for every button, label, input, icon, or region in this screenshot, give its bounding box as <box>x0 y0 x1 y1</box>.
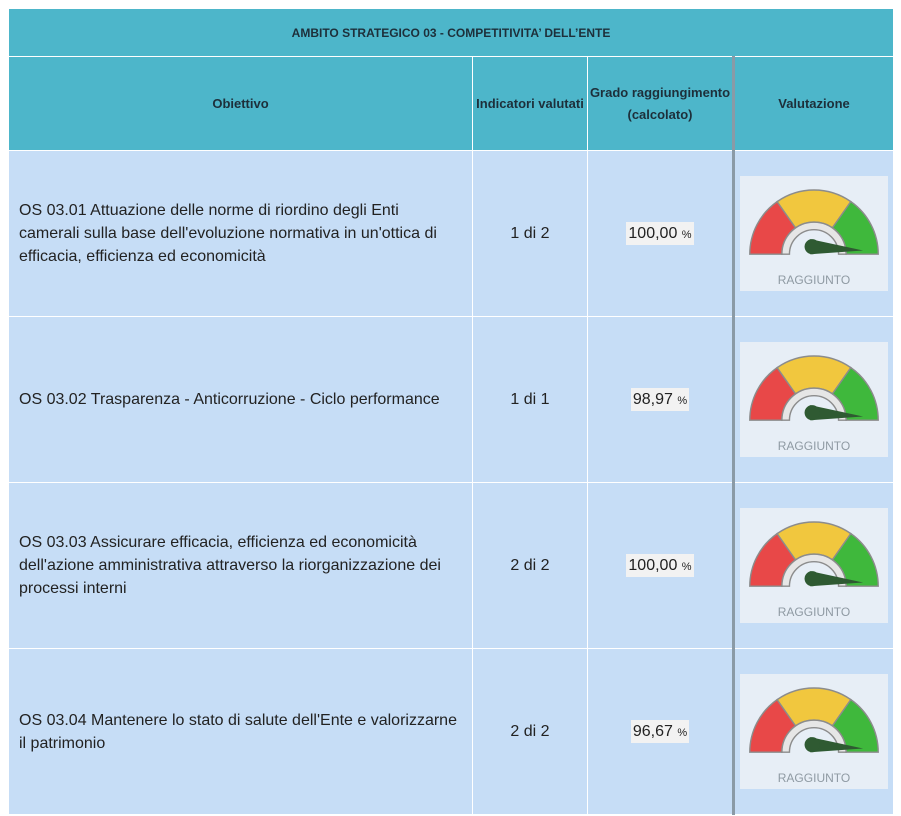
objective-cell: OS 03.04 Mantenere lo stato di salute de… <box>8 648 473 815</box>
grade-value: 100,00 <box>628 224 678 242</box>
evaluation-cell: RAGGIUNTO <box>731 316 895 483</box>
grade-cell: 98,97 % <box>587 316 734 483</box>
grade-cell: 100,00 % <box>587 482 734 649</box>
grade-unit: % <box>677 394 688 407</box>
status-label: RAGGIUNTO <box>777 273 851 287</box>
gauge: RAGGIUNTO <box>740 674 888 789</box>
evaluation-cell: RAGGIUNTO <box>731 482 895 649</box>
evaluation-cell: RAGGIUNTO <box>731 150 895 317</box>
table-title: AMBITO STRATEGICO 03 - COMPETITIVITA’ DE… <box>7 8 895 57</box>
grade-unit: % <box>681 560 692 573</box>
grade-box: 100,00 % <box>626 221 694 245</box>
objective-cell: OS 03.01 Attuazione delle norme di riord… <box>8 150 473 317</box>
objective-cell: OS 03.03 Assicurare efficacia, efficienz… <box>8 482 473 649</box>
gauge-icon <box>749 521 879 587</box>
grade-value: 100,00 <box>628 556 678 574</box>
objective-row: OS 03.02 Trasparenza - Anticorruzione - … <box>8 316 895 483</box>
status-label: RAGGIUNTO <box>777 771 851 785</box>
grade-box: 98,97 % <box>630 387 690 411</box>
column-header: Obiettivo <box>8 56 473 151</box>
gauge-icon <box>749 355 879 421</box>
column-header: Indicatori valutati <box>472 56 588 151</box>
gauge: RAGGIUNTO <box>740 342 888 457</box>
gauge: RAGGIUNTO <box>740 508 888 623</box>
status-label: RAGGIUNTO <box>777 439 851 453</box>
grade-box: 100,00 % <box>626 553 694 577</box>
gauge-icon <box>749 189 879 255</box>
objectives-table: AMBITO STRATEGICO 03 - COMPETITIVITA’ DE… <box>7 8 895 815</box>
column-header: Grado raggiungimento (calcolato) <box>587 56 734 151</box>
column-header: Valutazione <box>731 56 895 151</box>
gauge-icon <box>749 687 879 753</box>
indicators-cell: 1 di 1 <box>472 316 588 483</box>
gauge: RAGGIUNTO <box>740 176 888 291</box>
grade-value: 98,97 <box>632 390 673 408</box>
objective-cell: OS 03.02 Trasparenza - Anticorruzione - … <box>8 316 473 483</box>
indicators-cell: 2 di 2 <box>472 648 588 815</box>
evaluation-cell: RAGGIUNTO <box>731 648 895 815</box>
grade-cell: 100,00 % <box>587 150 734 317</box>
grade-unit: % <box>681 228 692 241</box>
objective-row: OS 03.03 Assicurare efficacia, efficienz… <box>8 482 895 649</box>
status-label: RAGGIUNTO <box>777 605 851 619</box>
objective-row: OS 03.01 Attuazione delle norme di riord… <box>8 150 895 317</box>
indicators-cell: 2 di 2 <box>472 482 588 649</box>
grade-unit: % <box>677 726 688 739</box>
grade-cell: 96,67 % <box>587 648 734 815</box>
objective-row: OS 03.04 Mantenere lo stato di salute de… <box>8 648 895 815</box>
indicators-cell: 1 di 2 <box>472 150 588 317</box>
grade-value: 96,67 <box>632 722 673 740</box>
grade-box: 96,67 % <box>630 719 690 743</box>
